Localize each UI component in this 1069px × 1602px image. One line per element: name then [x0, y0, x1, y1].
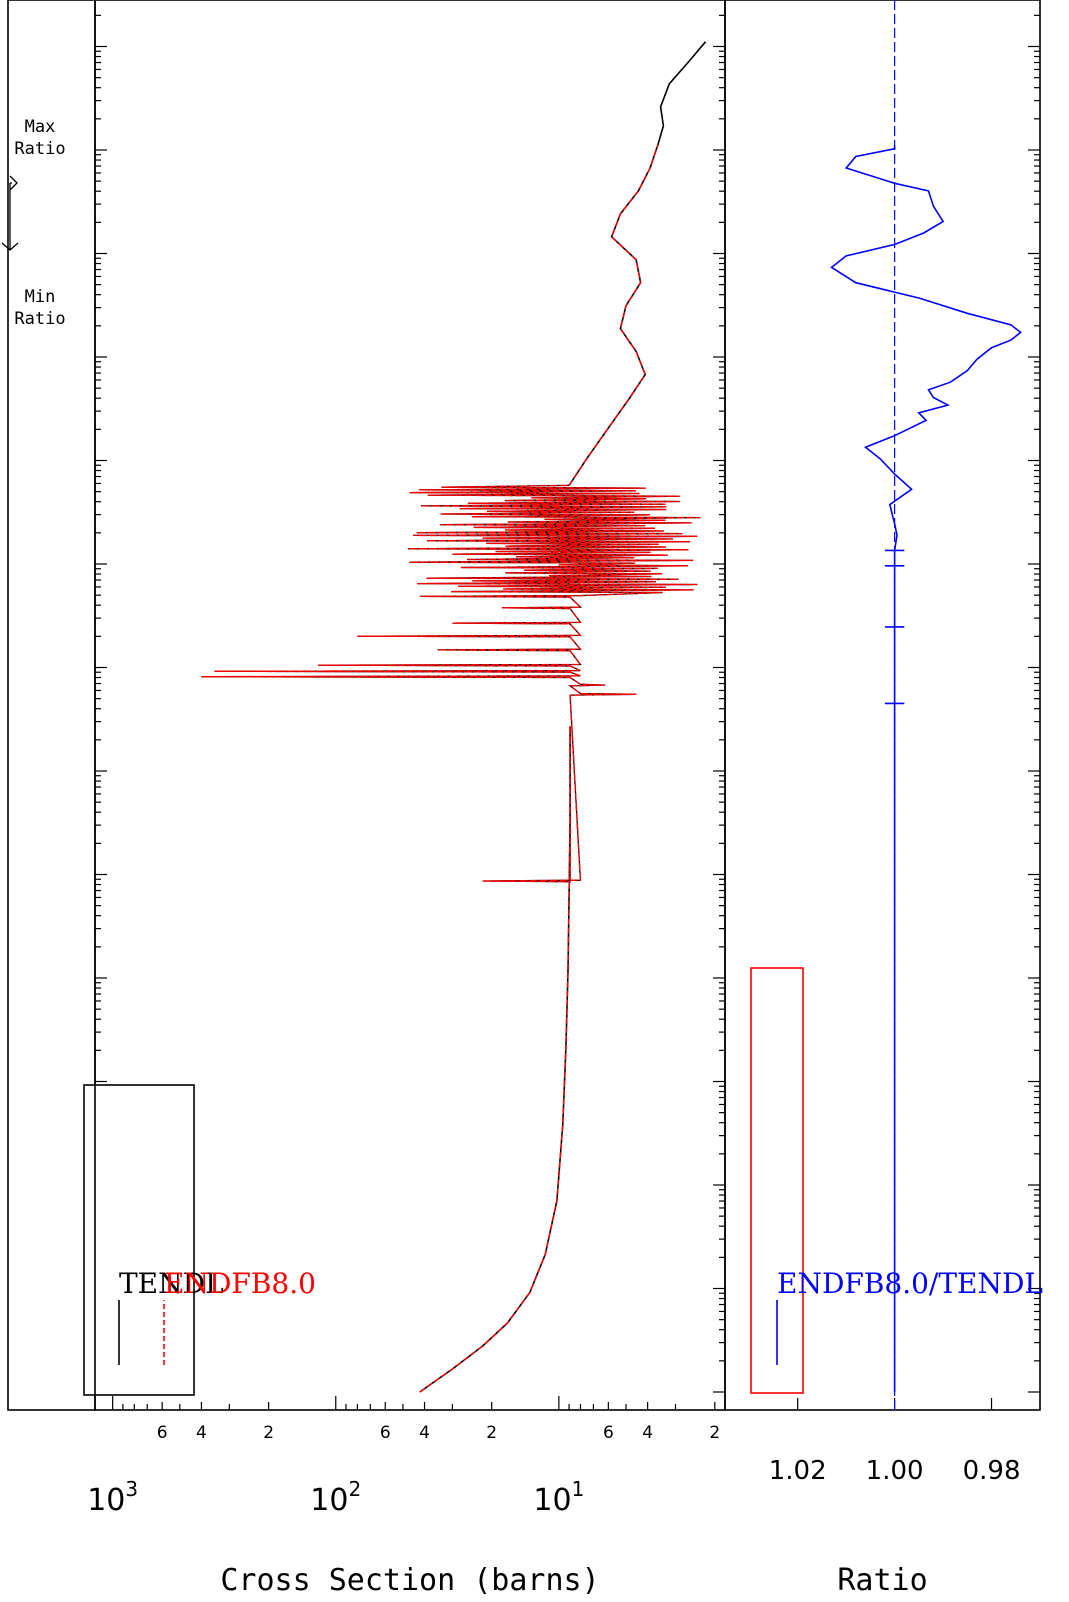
cs-minor-label: 4 [642, 1423, 653, 1443]
cs-minor-label: 6 [603, 1423, 614, 1443]
svg-text:6: 6 [380, 1423, 391, 1443]
legend-label: TENDL [119, 1267, 224, 1300]
min-ratio-arrow [1, 242, 19, 251]
svg-text:TENDL: TENDL [119, 1267, 224, 1300]
cs-minor-label: 4 [419, 1423, 430, 1443]
svg-text:Ratio: Ratio [14, 139, 65, 159]
top-strip-frame [7, 0, 96, 1411]
cs-decade-label: 103 [87, 1477, 138, 1518]
cs-decade-label: 101 [533, 1477, 584, 1518]
endfb-curve [419, 726, 571, 1393]
svg-text:Cross Section (barns): Cross Section (barns) [220, 1563, 599, 1598]
ratio-ytick-label: 1.02 [769, 1456, 827, 1486]
cs-minor-label: 2 [486, 1423, 497, 1443]
cs-minor-label: 6 [380, 1423, 391, 1443]
max-ratio-arrow [9, 175, 18, 191]
cs-minor-label: 2 [709, 1423, 720, 1443]
svg-text:0.98: 0.98 [963, 1456, 1021, 1486]
svg-text:2: 2 [486, 1423, 497, 1443]
svg-text:2: 2 [263, 1423, 274, 1443]
ratio-legend-label: ENDFB8.0/TENDL [777, 1267, 1043, 1300]
endfb-tail [568, 144, 659, 486]
ratio-ytick-label: 0.98 [963, 1456, 1021, 1486]
svg-text:4: 4 [419, 1423, 430, 1443]
cs-decade-label: 102 [310, 1477, 361, 1518]
svg-text:1.00: 1.00 [866, 1456, 924, 1486]
svg-text:Ratio: Ratio [837, 1563, 927, 1598]
ratio-ylabel: Ratio [837, 1563, 927, 1598]
cross-section-panel: 101 102 103 2 4 6 2 4 6 2 4 6 Cross Section (barns) T… [83, 0, 726, 1598]
svg-text:101: 101 [533, 1477, 584, 1518]
ratio-legend-box [750, 967, 804, 1394]
ratio-panel: 0.98 1.00 1.02 Ratio ENDFB8.0/TENDL [724, 0, 1043, 1598]
cs-ylabel: Cross Section (barns) [220, 1563, 599, 1598]
svg-text:4: 4 [642, 1423, 653, 1443]
svg-text:103: 103 [87, 1477, 138, 1518]
svg-text:Min: Min [25, 287, 56, 307]
ratio-ytick-label: 1.00 [866, 1456, 924, 1486]
ratio-frame [724, 0, 1041, 1411]
svg-text:Max: Max [25, 117, 56, 137]
svg-text:6: 6 [603, 1423, 614, 1443]
endfb-resonances [201, 484, 701, 883]
svg-text:Ratio: Ratio [14, 309, 65, 329]
ratio-curve [830, 145, 1022, 1392]
svg-text:4: 4 [196, 1423, 207, 1443]
svg-text:2: 2 [709, 1423, 720, 1443]
legend-label: ENDFB8.0 [164, 1267, 316, 1300]
svg-text:1.02: 1.02 [769, 1456, 827, 1486]
svg-text:6: 6 [157, 1423, 168, 1443]
svg-text:ENDFB8.0: ENDFB8.0 [164, 1267, 316, 1300]
svg-text:ENDFB8.0/TENDL: ENDFB8.0/TENDL [777, 1267, 1043, 1300]
cs-legend-box [83, 1084, 195, 1396]
cs-minor-label: 2 [263, 1423, 274, 1443]
cs-minor-label: 6 [157, 1423, 168, 1443]
cs-minor-label: 4 [196, 1423, 207, 1443]
svg-text:102: 102 [310, 1477, 361, 1518]
